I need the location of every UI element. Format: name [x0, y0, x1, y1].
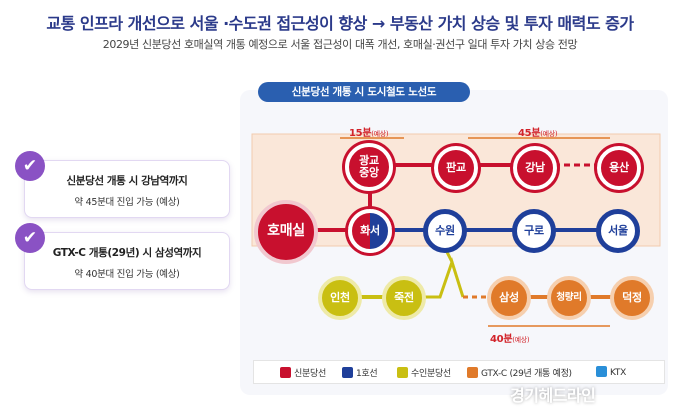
legend-label: 신분당선	[294, 369, 326, 379]
check-icon: ✔	[15, 151, 45, 181]
time-value: 15분	[349, 128, 372, 139]
time-value: 40분	[490, 334, 513, 345]
check-icon: ✔	[15, 223, 45, 253]
time-note: (예상)	[371, 130, 389, 138]
station-deokjeong: 덕정	[610, 276, 654, 320]
station-guro: 구로	[512, 209, 556, 253]
station-gangnam: 강남	[513, 146, 557, 190]
station-jukjeon: 죽전	[382, 276, 426, 320]
legend-swatch	[280, 367, 291, 378]
legend-item: 수인분당선	[397, 366, 451, 379]
legend-label: 1호선	[356, 369, 378, 379]
card-main-text: GTX-C 개통(29년) 시 삼성역까지	[52, 247, 202, 259]
station-gwanggyo: 광교 중앙	[345, 143, 393, 191]
station-cheongnyangni: 청량리	[547, 276, 591, 320]
legend-item: 신분당선	[280, 366, 326, 379]
time-note: (예상)	[540, 130, 558, 138]
legend-swatch	[397, 367, 408, 378]
info-card-shinbundang: ✔ 신분당선 개통 시 강남역까지 약 45분대 진입 가능 (예상)	[15, 151, 230, 218]
page-title: 교통 인프라 개선으로 서울 ·수도권 접근성이 향상 → 부동산 가치 상승 …	[46, 14, 634, 33]
card-main-text: 신분당선 개통 시 강남역까지	[66, 175, 188, 187]
legend-item: KTX	[596, 366, 626, 378]
legend-swatch	[596, 366, 607, 377]
diagram-heading: 신분당선 개통 시 도시철도 노선도	[258, 82, 470, 102]
card-sub-text: 약 40분대 진입 가능 (예상)	[74, 269, 180, 280]
card-sub-text: 약 45분대 진입 가능 (예상)	[74, 197, 180, 208]
legend-label: 수인분당선	[411, 369, 451, 379]
station-yongsan: 용산	[597, 146, 641, 190]
station-pangyo: 판교	[434, 146, 478, 190]
time-note: (예상)	[512, 336, 530, 344]
station-incheon: 인천	[318, 276, 362, 320]
legend: 신분당선 1호선 수인분당선 GTX-C (29년 개통 예정) KTX	[253, 360, 665, 384]
legend-item: GTX-C (29년 개통 예정)	[467, 366, 572, 379]
page-subtitle: 2029년 신분당선 호매실역 개통 예정으로 서울 접근성이 대폭 개선, 호…	[102, 38, 578, 51]
station-seoul: 서울	[596, 209, 640, 253]
legend-swatch	[467, 367, 478, 378]
info-card-gtxc: ✔ GTX-C 개통(29년) 시 삼성역까지 약 40분대 진입 가능 (예상…	[15, 223, 230, 290]
station-hwaseo: 화서	[348, 209, 392, 253]
legend-swatch	[342, 367, 353, 378]
station-homaesil: 호매실	[254, 200, 318, 264]
legend-label: GTX-C (29년 개통 예정)	[481, 369, 572, 379]
station-samseong: 삼성	[487, 276, 531, 320]
time-value: 45분	[518, 128, 541, 139]
watermark-logo: 경기헤드라인	[510, 386, 596, 405]
time-label-45: 45분(예상)	[518, 124, 558, 139]
legend-item: 1호선	[342, 366, 378, 379]
station-suwon: 수원	[423, 209, 467, 253]
time-label-15: 15분(예상)	[349, 124, 389, 139]
legend-label: KTX	[610, 368, 626, 378]
time-label-40: 40분(예상)	[490, 330, 530, 345]
